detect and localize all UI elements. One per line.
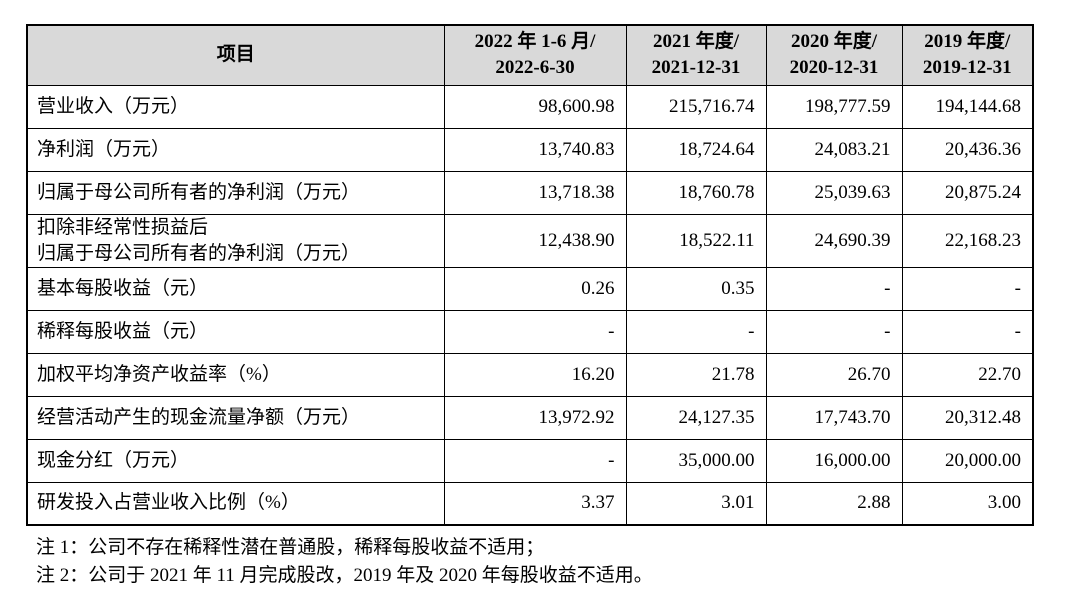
financial-summary-table: 项目 2022 年 1-6 月/ 2022-6-30 2021 年度/ 2021… [26, 24, 1034, 526]
cell-value: 21.78 [625, 352, 767, 397]
column-header-item: 项目 [26, 24, 445, 86]
cell-value: 2.88 [765, 481, 903, 526]
cell-value: 20,000.00 [901, 438, 1034, 483]
row-label: 归属于母公司所有者的净利润（万元） [26, 170, 445, 215]
row-label: 稀释每股收益（元） [26, 309, 445, 354]
cell-value: 35,000.00 [625, 438, 767, 483]
row-label: 经营活动产生的现金流量净额（万元） [26, 395, 445, 440]
table-row: 研发投入占营业收入比例（%） 3.37 3.01 2.88 3.00 [26, 481, 1034, 526]
footnote-1: 注 1：公司不存在稀释性潜在普通股，稀释每股收益不适用； [36, 537, 545, 558]
cell-value: - [901, 266, 1034, 311]
header-period-line2: 2019-12-31 [922, 57, 1012, 79]
cell-value: - [625, 309, 767, 354]
cell-value: 3.00 [901, 481, 1034, 526]
column-header-2022: 2022 年 1-6 月/ 2022-6-30 [443, 24, 627, 86]
cell-value: 198,777.59 [765, 84, 903, 129]
row-label: 营业收入（万元） [26, 84, 445, 129]
header-period-line1: 2021 年度/ [652, 31, 740, 53]
row-label: 净利润（万元） [26, 127, 445, 172]
cell-value: 20,875.24 [901, 170, 1034, 215]
cell-value: 24,690.39 [765, 213, 903, 268]
cell-value: 24,083.21 [765, 127, 903, 172]
cell-value: - [765, 266, 903, 311]
column-header-2021: 2021 年度/ 2021-12-31 [625, 24, 767, 86]
table-body: 营业收入（万元） 98,600.98 215,716.74 198,777.59 194… [26, 84, 1034, 526]
column-header-2020: 2020 年度/ 2020-12-31 [765, 24, 903, 86]
header-row: 项目 2022 年 1-6 月/ 2022-6-30 2021 年度/ 2021… [26, 24, 1034, 86]
cell-value: - [765, 309, 903, 354]
cell-value: 18,724.64 [625, 127, 767, 172]
header-period-line1: 2019 年度/ [924, 31, 1011, 53]
row-label: 现金分红（万元） [26, 438, 445, 483]
document-page: 项目 2022 年 1-6 月/ 2022-6-30 2021 年度/ 2021… [26, 24, 1080, 590]
cell-value: 13,972.92 [443, 395, 627, 440]
cell-value: - [443, 309, 627, 354]
footnotes: 注 1：公司不存在稀释性潜在普通股，稀释每股收益不适用； 注 2：公司于 202… [26, 534, 1080, 590]
header-period-line2: 2022-6-30 [495, 57, 575, 79]
row-label: 加权平均净资产收益率（%） [26, 352, 445, 397]
table-header: 项目 2022 年 1-6 月/ 2022-6-30 2021 年度/ 2021… [26, 24, 1034, 86]
cell-value: 3.01 [625, 481, 767, 526]
header-period-line1: 2022 年 1-6 月/ [474, 31, 596, 53]
header-period-line1: 2020 年度/ [790, 31, 878, 53]
cell-value: 18,522.11 [625, 213, 767, 268]
table-row: 现金分红（万元） -35,000.00 16,000.00 20,000.00 [26, 438, 1034, 483]
cell-value: - [443, 438, 627, 483]
header-period-line2: 2021-12-31 [651, 57, 741, 79]
cell-value: 20,312.48 [901, 395, 1034, 440]
table-row: 归属于母公司所有者的净利润（万元） 13,718.38 18,760.78 25,03… [26, 170, 1034, 215]
cell-value: 13,740.83 [443, 127, 627, 172]
cell-value: 25,039.63 [765, 170, 903, 215]
cell-value: 0.35 [625, 266, 767, 311]
row-label: 扣除非经常性损益后 归属于母公司所有者的净利润（万元） [26, 213, 445, 268]
row-label: 基本每股收益（元） [26, 266, 445, 311]
table-row: 加权平均净资产收益率（%） 16.20 21.78 26.70 22.70 [26, 352, 1034, 397]
cell-value: 20,436.36 [901, 127, 1034, 172]
cell-value: 17,743.70 [765, 395, 903, 440]
cell-value: 13,718.38 [443, 170, 627, 215]
cell-value: 16.20 [443, 352, 627, 397]
cell-value: 194,144.68 [901, 84, 1034, 129]
cell-value: 22,168.23 [901, 213, 1034, 268]
cell-value: 22.70 [901, 352, 1034, 397]
cell-value: 24,127.35 [625, 395, 767, 440]
table-row: 经营活动产生的现金流量净额（万元） 13,972.92 24,127.35 17,74… [26, 395, 1034, 440]
column-header-2019: 2019 年度/ 2019-12-31 [901, 24, 1034, 86]
cell-value: 16,000.00 [765, 438, 903, 483]
table-row: 净利润（万元） 13,740.83 18,724.64 24,083.21 20,436… [26, 127, 1034, 172]
cell-value: 215,716.74 [625, 84, 767, 129]
table-row: 稀释每股收益（元） - - - - [26, 309, 1034, 354]
cell-value: 0.26 [443, 266, 627, 311]
cell-value: 98,600.98 [443, 84, 627, 129]
cell-value: 12,438.90 [443, 213, 627, 268]
cell-value: 3.37 [443, 481, 627, 526]
footnote-2: 注 2：公司于 2021 年 11 月完成股改，2019 年及 2020 年每股… [36, 565, 653, 586]
cell-value: - [901, 309, 1034, 354]
table-row: 扣除非经常性损益后 归属于母公司所有者的净利润（万元） 12,438.90 18,5… [26, 213, 1034, 268]
table-row: 基本每股收益（元） 0.26 0.35- - [26, 266, 1034, 311]
row-label: 研发投入占营业收入比例（%） [26, 481, 445, 526]
header-period-line2: 2020-12-31 [789, 57, 879, 79]
table-row: 营业收入（万元） 98,600.98 215,716.74 198,777.59 194… [26, 84, 1034, 129]
cell-value: 26.70 [765, 352, 903, 397]
cell-value: 18,760.78 [625, 170, 767, 215]
